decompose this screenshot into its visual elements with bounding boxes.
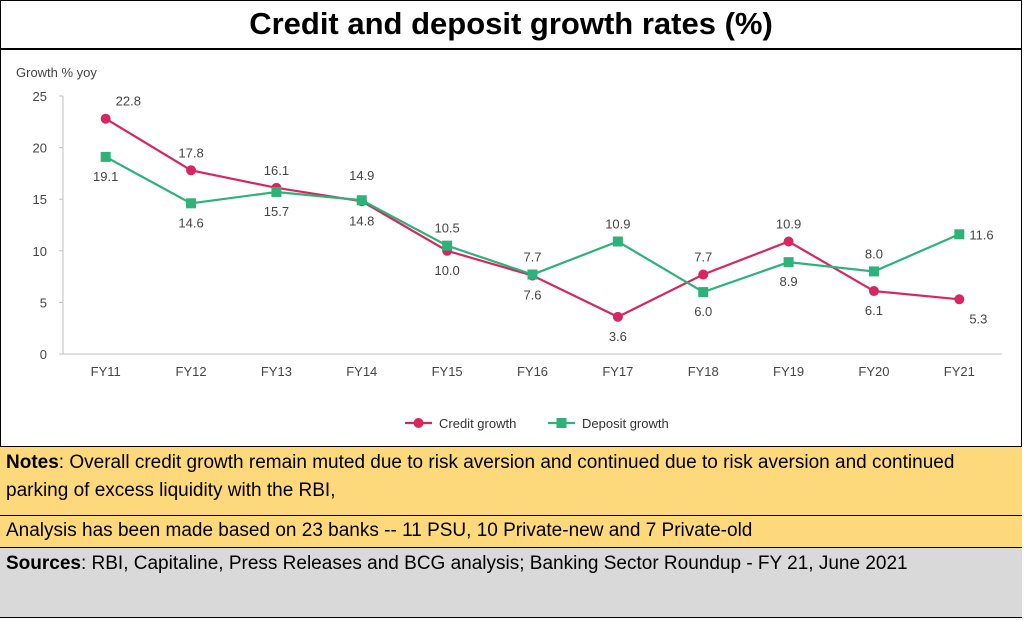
y-tick-label: 0 (40, 347, 47, 362)
y-tick-label: 25 (33, 89, 47, 104)
x-tick-label: FY21 (944, 364, 975, 379)
credit-data-label: 6.1 (865, 303, 883, 318)
legend-credit-marker (413, 418, 424, 428)
legend-deposit-label: Deposit growth (582, 416, 669, 431)
analysis-band: Analysis has been made based on 23 banks… (0, 515, 1022, 547)
deposit-point (783, 257, 794, 268)
x-tick-label: FY16 (517, 364, 548, 379)
legend-deposit-marker (556, 418, 567, 428)
x-tick-label: FY11 (91, 364, 121, 379)
credit-point (698, 269, 709, 280)
credit-data-label: 22.8 (116, 94, 141, 109)
deposit-data-label: 8.9 (780, 274, 798, 289)
deposit-point (186, 198, 197, 209)
notes-text: : Overall credit growth remain muted due… (6, 452, 955, 501)
notes-band: Notes: Overall credit growth remain mute… (0, 446, 1022, 515)
deposit-data-label: 14.9 (349, 168, 374, 183)
deposit-point (271, 186, 282, 197)
notes-label: Notes (6, 452, 59, 473)
deposit-point (868, 266, 879, 277)
x-tick-label: FY15 (432, 364, 463, 379)
deposit-point (698, 287, 709, 298)
credit-data-label: 10.9 (776, 217, 801, 232)
deposit-data-label: 7.7 (523, 250, 541, 265)
deposit-point (442, 240, 453, 251)
credit-point (783, 236, 794, 247)
deposit-data-label: 14.6 (178, 215, 203, 230)
deposit-data-label: 11.6 (969, 227, 993, 242)
credit-point (868, 286, 879, 297)
y-tick-label: 10 (33, 244, 47, 259)
chart-title: Credit and deposit growth rates (%) (0, 0, 1022, 50)
line-chart: Growth % yoy 0 5 10 15 20 25 FY11 FY12 FY13 FY14 FY… (16, 65, 1002, 431)
deposit-point (356, 195, 367, 206)
deposit-point (954, 229, 965, 240)
credit-data-label: 14.8 (349, 213, 374, 228)
legend-credit-label: Credit growth (439, 416, 516, 431)
credit-point (186, 165, 197, 176)
deposit-data-label: 6.0 (694, 304, 712, 319)
y-tick-label: 15 (33, 192, 47, 207)
deposit-data-label: 19.1 (93, 169, 118, 184)
credit-point (612, 311, 623, 322)
deposit-data-label: 10.5 (434, 221, 459, 236)
x-tick-label: FY17 (602, 364, 633, 379)
deposit-point (612, 236, 623, 247)
credit-data-label: 7.6 (523, 288, 541, 303)
credit-data-label: 5.3 (969, 311, 987, 326)
credit-point (954, 294, 965, 305)
credit-data-label: 3.6 (609, 329, 627, 344)
sources-text: : RBI, Capitaline, Press Releases and BC… (80, 553, 908, 574)
x-tick-label: FY19 (773, 364, 804, 379)
x-tick-label: FY20 (858, 364, 889, 379)
chart-area: Growth % yoy 0 5 10 15 20 25 FY11 FY12 FY13 FY14 FY… (0, 50, 1022, 446)
deposit-point (527, 269, 538, 280)
x-tick-label: FY18 (688, 364, 719, 379)
x-tick-label: FY12 (176, 364, 207, 379)
deposit-point (100, 151, 111, 162)
x-tick-label: FY14 (346, 364, 377, 379)
credit-data-label: 16.1 (264, 163, 289, 178)
sources-band: Sources: RBI, Capitaline, Press Releases… (0, 547, 1022, 618)
y-tick-label: 5 (40, 295, 47, 310)
credit-data-label: 17.8 (178, 145, 203, 160)
sources-label: Sources (6, 553, 81, 574)
y-axis-label: Growth % yoy (16, 65, 97, 80)
analysis-text: Analysis has been made based on 23 banks… (6, 520, 753, 541)
deposit-data-label: 15.7 (264, 204, 289, 219)
deposit-data-label: 8.0 (865, 246, 883, 261)
deposit-data-label: 10.9 (605, 217, 630, 232)
credit-point (100, 113, 111, 124)
x-tick-label: FY13 (261, 364, 292, 379)
credit-data-label: 10.0 (434, 263, 459, 278)
credit-data-label: 7.7 (694, 250, 712, 265)
y-tick-label: 20 (33, 141, 47, 156)
